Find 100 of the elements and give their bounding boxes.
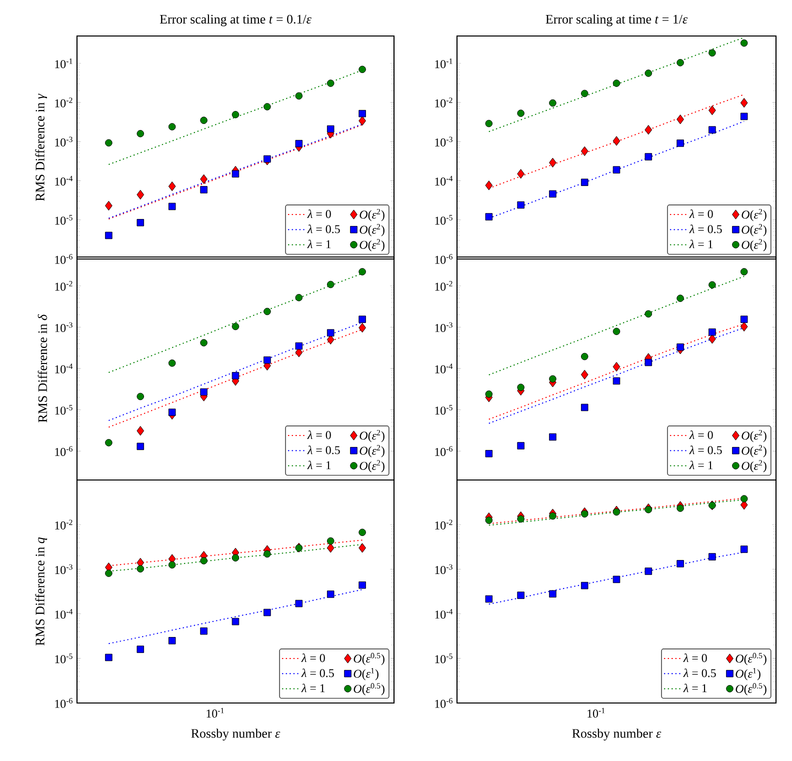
point: [105, 200, 112, 211]
point: [708, 334, 716, 344]
point: [105, 232, 112, 240]
point: [549, 375, 556, 383]
y-tick-label: 10$^{-3}$: [435, 322, 452, 332]
point: [200, 339, 208, 346]
point: [612, 328, 620, 336]
point: [644, 153, 652, 160]
point: [740, 316, 748, 323]
legend-label: O(ε$^{2}$): [360, 430, 384, 442]
legend-label: λ = 0.5: [301, 668, 334, 678]
y-tick-label: 10$^{-4}$: [435, 608, 453, 619]
legend-label: O(ε$^{2}$): [742, 239, 766, 252]
point: [105, 654, 112, 662]
point: [740, 98, 748, 108]
point: [200, 557, 208, 564]
point: [549, 512, 556, 520]
y-tick-label: 10$^{-1}$: [55, 58, 72, 68]
legend-label: O(ε$^{2}$): [742, 445, 766, 458]
point: [612, 362, 620, 372]
legend-label: λ = 0.5: [683, 668, 716, 678]
y-tick-label: 10$^{-4}$: [55, 364, 73, 374]
y-axis-title: RMS Difference in δ: [38, 314, 48, 422]
y-tick-label: 10$^{-2}$: [55, 98, 72, 108]
point: [676, 114, 684, 124]
point: [676, 504, 684, 512]
point: [708, 553, 716, 560]
point: [200, 627, 208, 635]
point: [358, 322, 366, 333]
point: [295, 342, 303, 350]
legend-label: O(ε$^{2}$): [742, 208, 766, 222]
point: [517, 384, 524, 391]
point: [644, 568, 652, 575]
point: [358, 543, 366, 553]
legend-label: λ = 0: [301, 654, 325, 662]
y-tick-label: 10$^{-2}$: [55, 520, 72, 530]
legend-label: O(ε$^{2}$): [360, 239, 384, 252]
point: [358, 66, 366, 74]
point: [644, 506, 652, 514]
y-tick-label: 10$^{-5}$: [55, 654, 72, 664]
point: [295, 92, 303, 100]
text: 10$^{-1}$: [206, 708, 224, 718]
point: [232, 554, 240, 562]
point: [612, 136, 620, 146]
point: [264, 356, 271, 364]
point: [676, 294, 684, 302]
y-tick-label: 10$^{-6}$: [435, 446, 453, 456]
point: [708, 281, 716, 288]
legend-label: O(ε$^{2}$): [742, 430, 766, 442]
point: [326, 590, 334, 598]
legend-label: λ = 0: [689, 430, 713, 440]
legend-label: λ = 0: [683, 654, 707, 662]
y-tick-label: 10$^{-5}$: [435, 404, 452, 415]
point: [326, 80, 334, 87]
point: [136, 426, 144, 436]
point: [580, 370, 588, 380]
y-tick-label: 10$^{-4}$: [435, 364, 453, 374]
legend-label: λ = 0: [689, 210, 713, 218]
legend-label: λ = 1: [689, 240, 713, 248]
point: [485, 595, 493, 603]
y-tick-label: 10$^{-2}$: [55, 281, 72, 291]
y-axis-title: RMS Difference in q: [35, 537, 48, 646]
legend-label: O(ε$^{1}$): [354, 668, 378, 680]
point: [168, 637, 176, 644]
point: [485, 180, 493, 190]
point: [644, 358, 652, 366]
point: [580, 352, 588, 360]
point: [326, 543, 334, 553]
point: [200, 174, 208, 184]
point: [200, 186, 208, 194]
point: [612, 166, 620, 174]
legend-label: O(ε$^{2}$): [360, 208, 384, 222]
legend-label: O(ε$^{0.5}$): [354, 683, 384, 696]
point: [676, 343, 684, 351]
y-tick-label: 10$^{-3}$: [435, 564, 452, 574]
point: [580, 582, 588, 590]
y-tick-label: 10$^{-1}$: [435, 58, 452, 68]
point: [200, 388, 208, 396]
point: [676, 59, 684, 66]
point: [295, 600, 303, 608]
point: [232, 618, 240, 626]
y-tick-label: 10$^{-5}$: [435, 654, 452, 664]
point: [644, 124, 652, 135]
legend-label: λ = 0.5: [307, 224, 340, 234]
point: [358, 110, 366, 118]
legend-label: O(ε$^{2}$): [742, 224, 766, 236]
point: [232, 110, 240, 118]
legend-label: O(ε$^{0.5}$): [736, 652, 766, 666]
legend-label: λ = 1: [301, 684, 325, 692]
point: [612, 377, 620, 385]
point: [264, 550, 271, 558]
legend-label: O(ε$^{2}$): [360, 224, 384, 236]
x-axis-title: Rossby number ε: [191, 728, 280, 740]
point: [485, 390, 493, 398]
point: [517, 592, 524, 599]
point: [580, 90, 588, 98]
legend-label: λ = 0: [307, 210, 331, 218]
y-tick-label: 10$^{-4}$: [435, 176, 453, 186]
legend-label: λ = 0.5: [689, 224, 722, 234]
point: [708, 49, 716, 57]
